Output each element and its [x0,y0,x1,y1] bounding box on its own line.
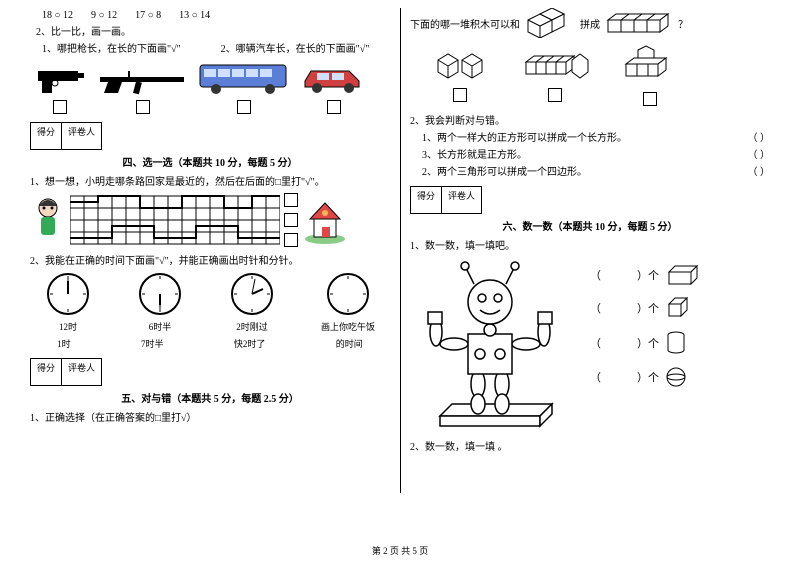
j3-paren[interactable]: （ ） [748,163,771,178]
choice-b-checkbox[interactable] [548,88,562,102]
maze-opt2[interactable] [284,213,298,227]
maze-grid [70,192,280,248]
rifle-icon [98,63,188,97]
bus-icon [196,59,291,97]
bus-checkbox[interactable] [237,100,251,114]
j1-text: 1、两个一样大的正方形可以拼成一个长方形。 [422,129,627,144]
column-divider [400,8,401,493]
cmp-b: 9 ○ 12 [91,10,117,21]
score-label-5: 得分 [30,358,62,386]
clock-4-label: 画上你吃午饭 [321,320,375,333]
cuboid-icon [665,264,701,286]
q2b-text: 2、哪辆汽车长，在长的下面画"√" [221,40,370,55]
score-label: 得分 [30,122,62,150]
j1-paren[interactable]: （ ） [748,129,771,144]
score-box-5: 得分 评卷人 [30,358,390,386]
clock-b1: 1时 [57,337,71,350]
section-6-title: 六、数一数（本题共 10 分，每题 5 分） [410,218,770,233]
br1: ）个 [637,267,659,283]
cube-icon [665,296,691,320]
choice-c-icon [620,44,680,88]
right-column: 下面的哪一堆积木可以和 拼成 ？ [400,8,770,455]
sec4-q1: 1、想一想，小明走哪条路回家是最近的，然后在后面的□里打"√"。 [30,173,390,188]
q2a-text: 1、哪把枪长，在长的下面画"√" [42,40,181,55]
block-question-row: 下面的哪一堆积木可以和 拼成 ？ [410,8,770,38]
left-column: 18 ○ 12 9 ○ 12 17 ○ 8 13 ○ 14 2、比一比，画一画。… [30,8,400,455]
j2-text: 3、长方形就是正方形。 [422,146,527,161]
shape-count-list: （ ）个 （ ）个 （ ）个 （ [590,264,701,434]
robot-section: （ ）个 （ ）个 （ ）个 （ [410,254,770,434]
clock-3-label: 2时刚过 [236,320,268,333]
section-4-title: 四、选一选（本题共 10 分，每题 5 分） [30,154,390,169]
block-q-text2: 拼成 [580,16,600,31]
clock-3 [229,271,275,317]
block-q-text3: ？ [678,16,688,31]
pistol-checkbox[interactable] [53,100,67,114]
robot-icon [410,254,580,434]
maze-figure [30,192,390,248]
grader-label: 评卷人 [62,122,102,150]
cmp-c: 17 ○ 8 [135,10,161,21]
br4: ）个 [637,369,659,385]
block-q-text: 下面的哪一堆积木可以和 [410,16,520,31]
clock-4 [325,271,371,317]
compare-expressions: 18 ○ 12 9 ○ 12 17 ○ 8 13 ○ 14 [42,10,390,21]
block-shape-target [604,10,674,36]
bl4: （ [590,369,601,385]
bl2: （ [590,300,601,316]
j3-text: 2、两个三角形可以拼成一个四边形。 [422,163,587,178]
sphere-icon [665,366,687,388]
rifle-checkbox[interactable] [136,100,150,114]
sec6-q1: 1、数一数，填一填吧。 [410,237,770,252]
clock-1 [45,271,91,317]
br3: ）个 [637,335,659,351]
cmp-d: 13 ○ 14 [179,10,210,21]
score-box-4: 得分 评卷人 [30,122,390,150]
clock-b2: 7时半 [141,337,164,350]
clock-b3: 快2时了 [234,337,266,350]
pistol-icon [30,63,90,97]
sec4-q2: 2、我能在正确的时间下面画"√"，并能正确画出时针和分针。 [30,252,390,267]
br2: ）个 [637,300,659,316]
choice-c-checkbox[interactable] [643,92,657,106]
section-5-title: 五、对与错（本题共 5 分，每题 2.5 分） [30,390,390,405]
block-shape-1 [524,8,576,38]
maze-opt3[interactable] [284,233,298,247]
clock-2 [137,271,183,317]
clock-b4: 的时间 [336,337,363,350]
gun-car-row [30,59,390,114]
q2-text: 2、比一比，画一画。 [36,23,390,38]
choice-a-icon [430,44,490,84]
child-icon [30,194,66,246]
bl1: （ [590,267,601,283]
bl3: （ [590,335,601,351]
house-icon [302,195,348,245]
sec5-q1: 1、正确选择（在正确答案的□里打√） [30,409,390,424]
grader-label-5: 评卷人 [62,358,102,386]
score-label-6: 得分 [410,186,442,214]
clock-row: 12时 6时半 2时刚过 画上你吃午饭 [30,271,390,333]
choice-a-checkbox[interactable] [453,88,467,102]
score-box-6: 得分 评卷人 [410,186,770,214]
car-icon [299,59,369,97]
page-footer: 第 2 页 共 5 页 [0,544,800,557]
j2-paren[interactable]: （ ） [748,146,771,161]
grader-label-6: 评卷人 [442,186,482,214]
judge-header: 2、我会判断对与错。 [410,112,770,127]
sec6-q2: 2、数一数，填一填 。 [410,438,770,453]
cylinder-icon [665,330,687,356]
clock-bottom-labels: 1时 7时半 快2时了 的时间 [30,337,390,350]
clock-2-label: 6时半 [149,320,172,333]
clock-1-label: 12时 [59,320,77,333]
choice-b-icon [520,44,590,84]
car-checkbox[interactable] [327,100,341,114]
maze-opt1[interactable] [284,193,298,207]
cmp-a: 18 ○ 12 [42,10,73,21]
block-choices [430,44,770,106]
